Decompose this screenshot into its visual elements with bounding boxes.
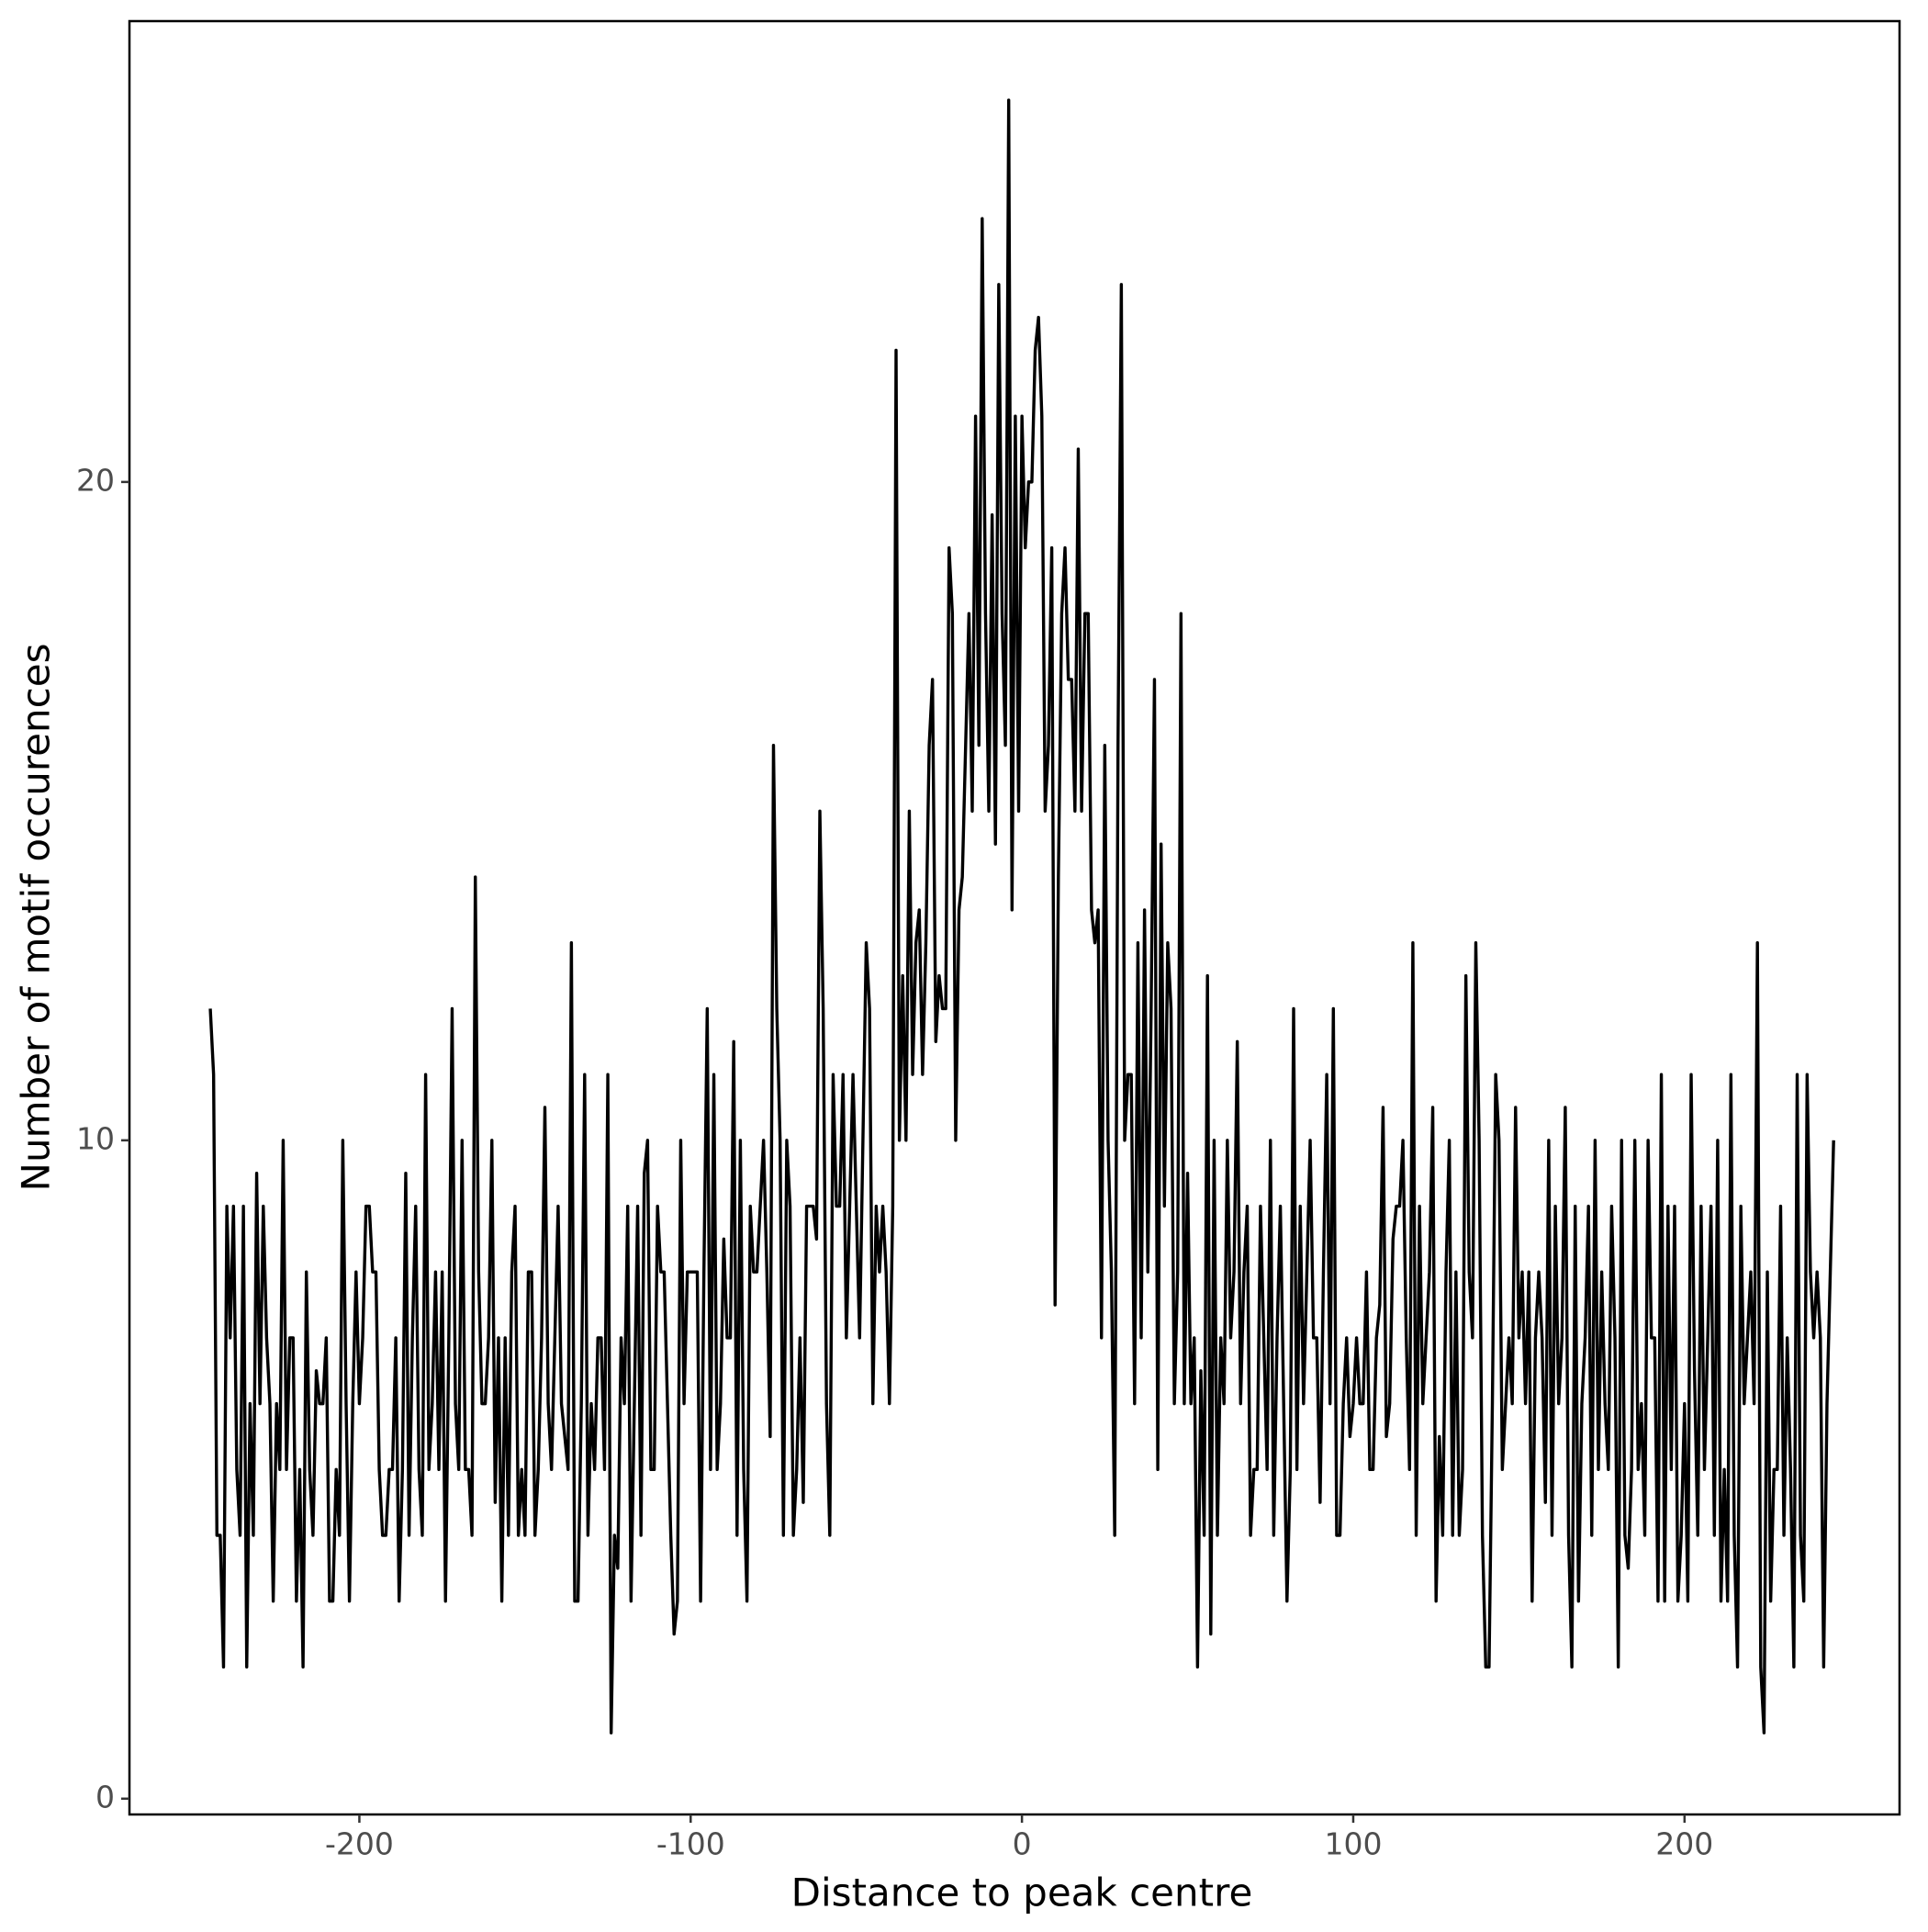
x-axis-title: Distance to peak centre [791, 1870, 1253, 1915]
y-tick-label: 0 [95, 1779, 115, 1814]
x-tick-label: -200 [325, 1826, 394, 1862]
x-tick-label: -100 [656, 1826, 725, 1862]
x-tick-label: 0 [1013, 1826, 1032, 1862]
y-tick-label: 20 [76, 462, 115, 498]
data-line [208, 98, 1835, 1735]
plot-border [128, 19, 1901, 1816]
x-tick-label: 200 [1655, 1826, 1713, 1862]
y-axis-title: Number of motif occurences [14, 644, 59, 1192]
y-tick-label: 10 [76, 1120, 115, 1156]
x-tick-label: 100 [1324, 1826, 1382, 1862]
